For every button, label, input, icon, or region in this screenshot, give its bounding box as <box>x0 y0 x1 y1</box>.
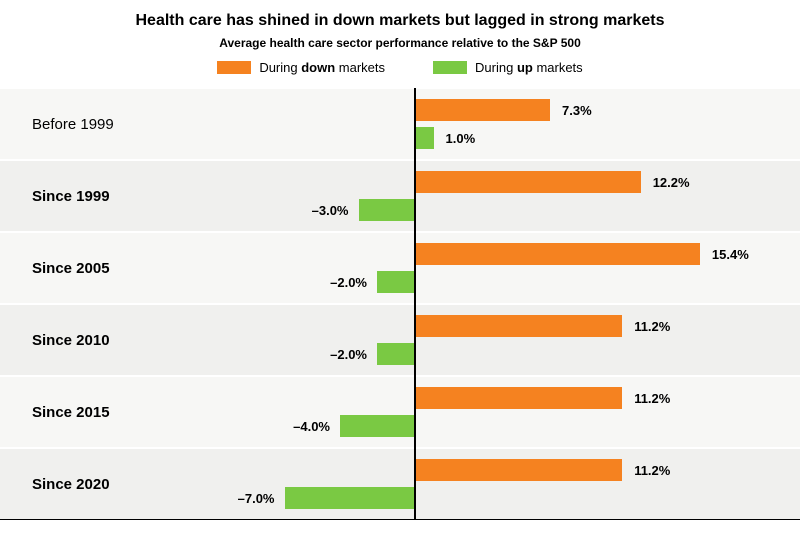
healthcare-chart: Health care has shined in down markets b… <box>0 0 800 542</box>
bar-label-down: 11.2% <box>634 319 670 334</box>
chart-row: Since 2015 11.2% –4.0% <box>0 377 800 447</box>
zero-axis <box>414 304 416 376</box>
bar-label-down: 12.2% <box>653 175 690 190</box>
plot-area: 11.2% –4.0% <box>200 377 800 447</box>
bar-fill-up <box>415 127 434 149</box>
bar-down: 15.4% <box>415 243 749 265</box>
bar-fill-down <box>415 459 622 481</box>
category-label: Since 2015 <box>0 377 200 447</box>
bar-label-up: –3.0% <box>312 203 349 218</box>
chart-row: Since 2010 11.2% –2.0% <box>0 305 800 375</box>
category-label: Before 1999 <box>0 89 200 159</box>
category-label: Since 2010 <box>0 305 200 375</box>
bar-down: 7.3% <box>415 99 592 121</box>
chart-title: Health care has shined in down markets b… <box>0 12 800 30</box>
bar-up <box>377 271 414 293</box>
legend-item-down: During down markets <box>217 60 385 75</box>
bar-down: 11.2% <box>415 315 670 337</box>
chart-row: Since 2020 11.2% –7.0% <box>0 449 800 519</box>
legend-label-down: During down markets <box>259 60 385 75</box>
legend: During down markets During up markets <box>0 60 800 75</box>
bar-fill-up <box>285 487 415 509</box>
plot-area: 12.2% –3.0% <box>200 161 800 231</box>
chart-subtitle: Average health care sector performance r… <box>0 36 800 50</box>
bar-label-up: 1.0% <box>446 131 476 146</box>
legend-label-up: During up markets <box>475 60 583 75</box>
bar-fill-down <box>415 315 622 337</box>
bar-label-up: –2.0% <box>330 347 367 362</box>
legend-swatch-down <box>217 61 251 74</box>
bar-up <box>359 199 415 221</box>
bar-label-up: –4.0% <box>293 419 330 434</box>
bar-fill-down <box>415 243 700 265</box>
bar-fill-down <box>415 99 550 121</box>
legend-swatch-up <box>433 61 467 74</box>
bar-fill-up <box>377 271 414 293</box>
plot-area: 15.4% –2.0% <box>200 233 800 303</box>
chart-row: Since 1999 12.2% –3.0% <box>0 161 800 231</box>
zero-axis <box>414 232 416 304</box>
plot-area: 11.2% –2.0% <box>200 305 800 375</box>
bar-fill-down <box>415 387 622 409</box>
zero-axis <box>414 376 416 448</box>
zero-axis <box>414 88 416 160</box>
bar-up <box>377 343 414 365</box>
bar-up: 1.0% <box>415 127 475 149</box>
plot-area: 7.3% 1.0% <box>200 89 800 159</box>
bar-fill-up <box>359 199 415 221</box>
bar-fill-down <box>415 171 641 193</box>
category-label: Since 2020 <box>0 449 200 519</box>
bar-up <box>285 487 415 509</box>
category-label: Since 2005 <box>0 233 200 303</box>
zero-axis <box>414 160 416 232</box>
bar-fill-up <box>340 415 414 437</box>
bar-down: 12.2% <box>415 171 690 193</box>
bar-down: 11.2% <box>415 387 670 409</box>
category-label: Since 1999 <box>0 161 200 231</box>
chart-rows: Before 19997.3%1.0%Since 199912.2%–3.0%S… <box>0 89 800 520</box>
chart-row: Since 2005 15.4% –2.0% <box>0 233 800 303</box>
bar-label-down: 11.2% <box>634 463 670 478</box>
bar-up <box>340 415 414 437</box>
bar-label-up: –2.0% <box>330 275 367 290</box>
bar-label-up: –7.0% <box>238 491 275 506</box>
legend-item-up: During up markets <box>433 60 583 75</box>
bar-label-down: 11.2% <box>634 391 670 406</box>
bar-label-down: 7.3% <box>562 103 592 118</box>
bar-down: 11.2% <box>415 459 670 481</box>
plot-area: 11.2% –7.0% <box>200 449 800 519</box>
bar-label-down: 15.4% <box>712 247 749 262</box>
zero-axis <box>414 448 416 520</box>
bar-fill-up <box>377 343 414 365</box>
chart-row: Before 1999 7.3% 1.0% <box>0 89 800 159</box>
